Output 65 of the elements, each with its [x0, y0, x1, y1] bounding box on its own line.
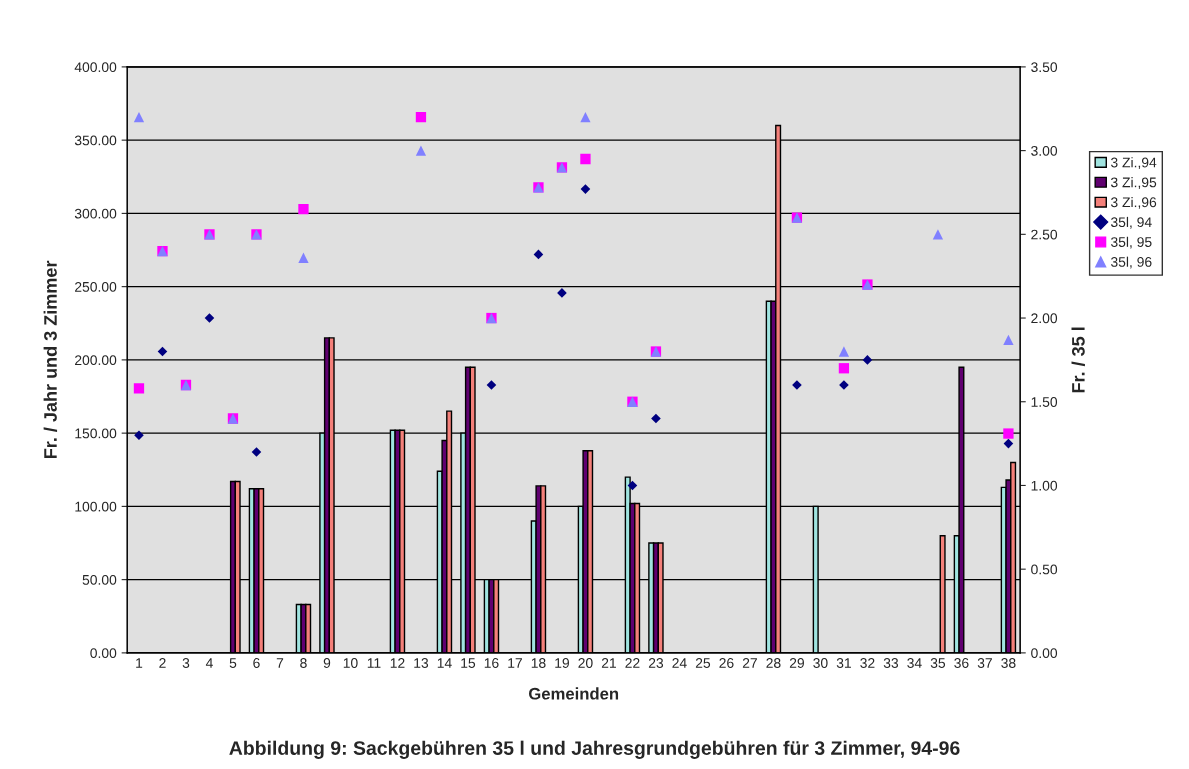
- y2-tick-label: 2.50: [1031, 229, 1058, 240]
- legend-label: 3 Zi.,96: [1110, 196, 1157, 209]
- x-tick-label: 18: [531, 658, 546, 668]
- x-tick-label: 11: [367, 658, 381, 668]
- y-tick-label: 400.00: [74, 62, 117, 73]
- x-tick-label: 15: [461, 658, 476, 668]
- x-tick-label: 25: [695, 658, 711, 668]
- legend-label: 3 Zi.,95: [1110, 177, 1157, 189]
- x-tick-label: 19: [555, 658, 570, 668]
- y2-tick-label: 1.50: [1031, 397, 1058, 407]
- legend-label: 35l, 94: [1110, 216, 1152, 229]
- text: Abbildung 9: Sackgebühren 35 l und Jahresgrundgebühren für 3 Zimmer, 94-96: [229, 740, 960, 759]
- x-tick-label: 14: [437, 658, 452, 668]
- x-tick-label: 1: [136, 658, 143, 668]
- y-tick-label: 50.00: [82, 574, 117, 585]
- x-tick-label: 7: [276, 658, 284, 668]
- x-tick-label: 24: [672, 658, 687, 668]
- x-tick-label: 10: [343, 658, 358, 668]
- x-tick-label: 27: [742, 658, 757, 668]
- legend-label: 35l, 95: [1110, 236, 1152, 249]
- x-tick-label: 8: [300, 658, 307, 668]
- x-tick-label: 13: [414, 658, 429, 668]
- x-tick-label: 32: [860, 658, 875, 668]
- y-tick-label: 100.00: [75, 501, 117, 512]
- y2-tick-label: 2.00: [1031, 313, 1058, 324]
- x-tick-label: 34: [907, 658, 922, 668]
- x-tick-label: 33: [883, 658, 899, 668]
- x-tick-label: 21: [601, 658, 616, 668]
- legend-label: 35l, 96: [1110, 256, 1152, 269]
- y-tick-label: 0.00: [90, 648, 117, 659]
- y2-axis-title: Fr. / 35 l: [1071, 327, 1085, 393]
- x-tick-label: 6: [253, 658, 260, 668]
- x-tick-label: 31: [836, 658, 851, 668]
- x-tick-label: 36: [954, 658, 969, 668]
- y2-tick-label: 0.00: [1031, 648, 1058, 659]
- y-axis-title: Fr. / Jahr und 3 Zimmer: [43, 260, 58, 459]
- x-tick-label: 37: [977, 658, 992, 668]
- legend-label: 3 Zi.,94: [1110, 157, 1157, 170]
- x-tick-label: 2: [159, 658, 166, 668]
- x-tick-label: 29: [789, 658, 804, 668]
- x-tick-label: 3: [182, 658, 190, 668]
- x-tick-label: 22: [625, 658, 640, 668]
- y-tick-label: 250.00: [75, 281, 117, 292]
- x-tick-label: 4: [205, 658, 213, 668]
- x-tick-label: 12: [390, 658, 405, 668]
- x-tick-label: 9: [323, 658, 331, 668]
- y-tick-label: 150.00: [75, 428, 117, 439]
- y2-tick-label: 3.00: [1031, 145, 1058, 156]
- x-tick-label: 5: [229, 658, 237, 668]
- x-tick-label: 16: [484, 658, 499, 668]
- x-axis-title: Gemeinden: [529, 687, 619, 700]
- x-tick-label: 20: [578, 658, 593, 668]
- x-tick-label: 35: [930, 658, 946, 668]
- x-tick-label: 26: [719, 658, 734, 668]
- y-tick-label: 300.00: [74, 208, 117, 219]
- y-tick-label: 350.00: [74, 135, 117, 146]
- y2-tick-label: 3.50: [1031, 62, 1058, 73]
- y2-tick-label: 1.00: [1031, 480, 1058, 491]
- x-tick-label: 17: [508, 658, 522, 668]
- x-tick-label: 38: [1001, 658, 1016, 668]
- x-tick-label: 28: [766, 658, 781, 668]
- y2-tick-label: 0.50: [1031, 564, 1058, 575]
- x-tick-label: 30: [813, 658, 828, 668]
- x-tick-label: 23: [648, 658, 664, 668]
- y-tick-label: 200.00: [75, 355, 117, 366]
